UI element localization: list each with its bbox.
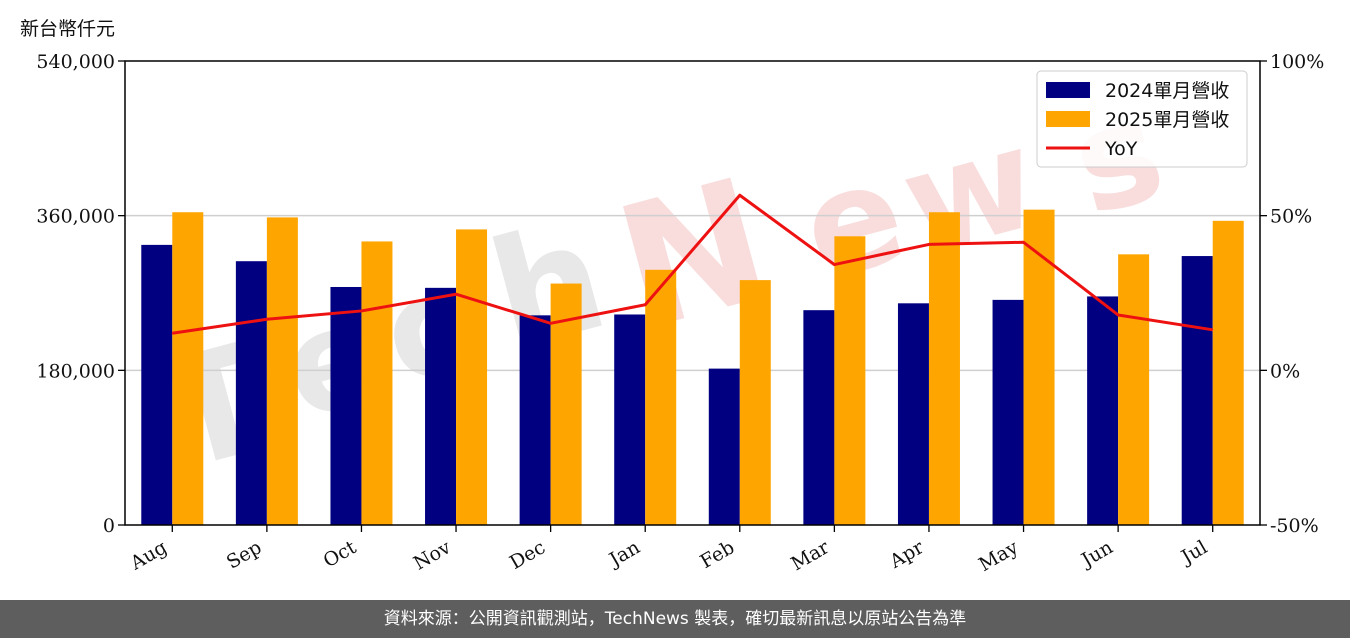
yoy-polyline (172, 193, 1213, 335)
yoy-point-jan (644, 304, 646, 306)
x-tick-label-feb: Feb (696, 536, 738, 573)
bar-2025-sep (266, 217, 298, 525)
bar-2024-dec (519, 315, 551, 525)
legend-label: 2025單月營收 (1105, 109, 1229, 131)
right-tick-label: 50% (1270, 206, 1312, 228)
yoy-point-mar (833, 264, 835, 266)
x-tick-label-jun: Jun (1076, 536, 1117, 572)
chart-legend: 2024單月營收 2025單月營收 YoY (1036, 70, 1248, 168)
left-tick-label: 0 (103, 515, 115, 537)
bar-2025-may (1023, 209, 1055, 525)
bar-2025-jan (645, 269, 677, 525)
yoy-point-apr (928, 243, 930, 245)
bar-2024-jun (1087, 296, 1119, 525)
yoy-point-nov (455, 293, 457, 295)
bar-2025-oct (361, 241, 393, 525)
bar-2024-feb (708, 368, 740, 525)
bar-2024-apr (897, 303, 929, 525)
x-tick-label-jan: Jan (604, 536, 644, 572)
yoy-point-oct (360, 310, 362, 312)
bar-2025-nov (456, 229, 488, 526)
bar-2025-feb (739, 280, 771, 525)
series-2024-bars (141, 244, 1213, 526)
right-tick-label: -50% (1270, 515, 1319, 537)
left-tick-label: 540,000 (36, 51, 115, 73)
legend-swatch (1046, 111, 1090, 127)
x-tick-label-may: May (975, 536, 1022, 576)
legend-label: 2024單月營收 (1105, 80, 1229, 102)
legend-label: YoY (1104, 138, 1138, 160)
left-tick-label: 360,000 (36, 206, 115, 228)
x-tick-label-apr: Apr (885, 536, 928, 573)
grid-lines (125, 214, 1260, 372)
yoy-point-feb (739, 194, 741, 196)
bar-2024-sep (235, 261, 267, 525)
yoy-point-jun (1117, 314, 1119, 316)
yoy-point-dec (550, 322, 552, 324)
bar-2025-jul (1212, 220, 1244, 526)
x-tick-label-dec: Dec (506, 536, 549, 574)
bar-2024-may (992, 299, 1024, 525)
plot-frame (124, 60, 1261, 526)
yoy-point-may (1023, 241, 1025, 243)
right-tick-label: 0% (1270, 360, 1300, 382)
y-axis-unit-label: 新台幣仟元 (20, 18, 116, 40)
x-tick-label-sep: Sep (223, 536, 266, 573)
x-tick-label-mar: Mar (787, 536, 833, 575)
yoy-point-jul (1212, 329, 1214, 331)
series-2025-bars (172, 209, 1244, 526)
bar-2024-oct (330, 286, 362, 525)
bar-2024-aug (141, 244, 173, 526)
revenue-chart: TechNews 0180,000360,000540,000-50%0%50%… (36, 51, 1324, 576)
source-footer: 資料來源：公開資訊觀測站，TechNews 製表，確切最新訊息以原站公告為準 (0, 600, 1350, 638)
x-tick-label-jul: Jul (1176, 536, 1211, 569)
x-tick-label-oct: Oct (320, 536, 361, 572)
x-tick-label-nov: Nov (410, 536, 455, 575)
bar-2024-jul (1181, 256, 1213, 525)
bar-2024-mar (803, 310, 835, 525)
bar-2024-jan (614, 314, 646, 525)
right-tick-label: 100% (1270, 51, 1324, 73)
bar-2025-mar (834, 236, 866, 526)
bar-2024-nov (425, 287, 457, 525)
yoy-point-aug (171, 332, 173, 334)
bar-2025-apr (928, 212, 960, 526)
bar-2025-aug (172, 212, 204, 526)
series-yoy-line (171, 193, 1214, 335)
legend-swatch (1046, 82, 1090, 98)
left-tick-label: 180,000 (36, 360, 115, 382)
x-tick-label-aug: Aug (126, 536, 171, 575)
bar-2025-jun (1118, 254, 1150, 526)
yoy-point-sep (266, 318, 268, 320)
